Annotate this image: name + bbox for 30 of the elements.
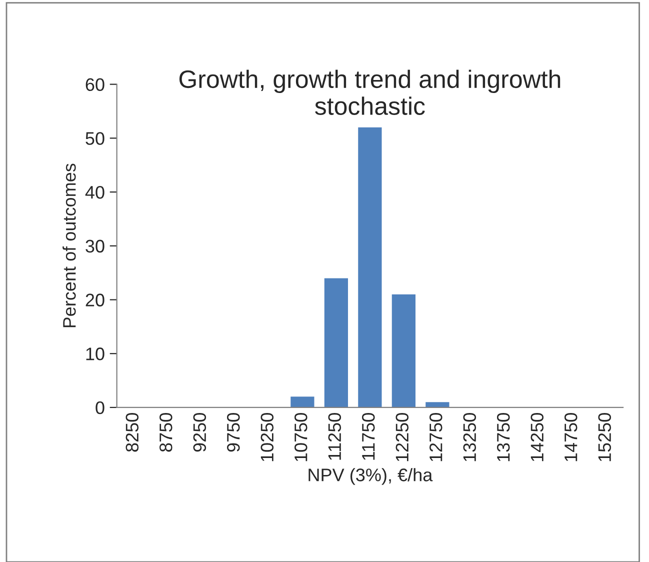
y-tick-label: 0 [96, 401, 104, 414]
y-tick-label: 50 [86, 132, 104, 145]
bar [426, 402, 450, 408]
y-tick-label: 10 [86, 348, 104, 360]
y-axis-title: Percent of outcomes [62, 164, 76, 328]
x-axis-title: NPV (3%), €/ha [308, 468, 433, 485]
x-tick-label: 13250 [463, 413, 476, 462]
x-tick-label: 11250 [328, 413, 342, 460]
x-tick-label: 9750 [227, 413, 240, 452]
x-tick-label: 14750 [564, 413, 578, 462]
y-tick-label: 20 [86, 294, 104, 306]
x-tick-label: 10250 [260, 413, 274, 462]
x-tick-label: 12750 [429, 413, 442, 462]
chart-title: Growth, growth trend and ingrowth stochastic [179, 70, 560, 115]
bar [324, 278, 348, 408]
bar [290, 396, 314, 408]
x-tick-label: 8250 [126, 413, 139, 452]
bar [358, 127, 382, 408]
x-tick-label: 14250 [530, 413, 544, 462]
x-tick-label: 9250 [193, 413, 206, 452]
y-tick-label: 60 [86, 78, 104, 92]
x-tick-label: 10750 [294, 413, 308, 462]
x-tick-label: 13750 [496, 413, 510, 462]
x-tick-label: 11750 [362, 413, 375, 460]
bar [392, 294, 416, 408]
x-tick-label: 12250 [396, 413, 409, 462]
y-tick-label: 30 [86, 240, 104, 253]
x-tick-label: 15250 [598, 413, 612, 462]
y-tick-label: 40 [85, 186, 104, 199]
x-tick-label: 8750 [160, 413, 172, 452]
